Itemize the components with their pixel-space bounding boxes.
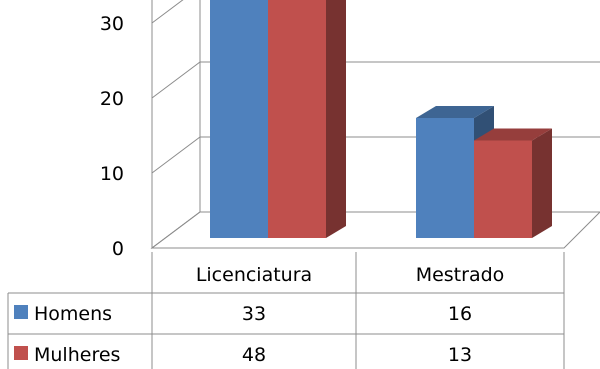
y-tick-label: 30 — [100, 13, 124, 35]
legend-label: Homens — [34, 303, 112, 325]
table-value: 33 — [242, 303, 266, 325]
y-tick-label: 0 — [112, 238, 124, 260]
bar-front — [416, 118, 474, 238]
bar-front — [474, 140, 532, 238]
legend-swatch-mulheres — [14, 346, 28, 360]
bar-mulheres-mestrado — [474, 128, 552, 238]
bar-top — [474, 128, 552, 141]
y-tick-label: 10 — [100, 163, 124, 185]
table-category-label: Mestrado — [416, 264, 505, 286]
y-axis-tick-labels: 01020304050 — [100, 13, 124, 260]
table-category-label: Licenciatura — [196, 264, 312, 286]
gridline — [151, 61, 600, 99]
table-value: 13 — [448, 344, 472, 366]
table-value: 48 — [242, 344, 266, 366]
bar-side — [326, 0, 346, 238]
bar-front — [268, 0, 326, 238]
y-tick-label: 20 — [100, 88, 124, 110]
legend-swatch-homens — [14, 305, 28, 319]
bar-side — [532, 128, 552, 238]
table-value: 16 — [448, 303, 472, 325]
gridline — [151, 0, 184, 24]
bar-front — [210, 0, 268, 238]
bar-top — [416, 106, 494, 118]
legend-label: Mulheres — [34, 344, 120, 366]
data-table: Licenciatura Mestrado Homens 33 16 Mulheres 48… — [7, 252, 565, 369]
bar-mulheres-licenciatura — [268, 0, 346, 238]
chart-bars — [210, 0, 552, 238]
side-wall — [151, 0, 201, 249]
